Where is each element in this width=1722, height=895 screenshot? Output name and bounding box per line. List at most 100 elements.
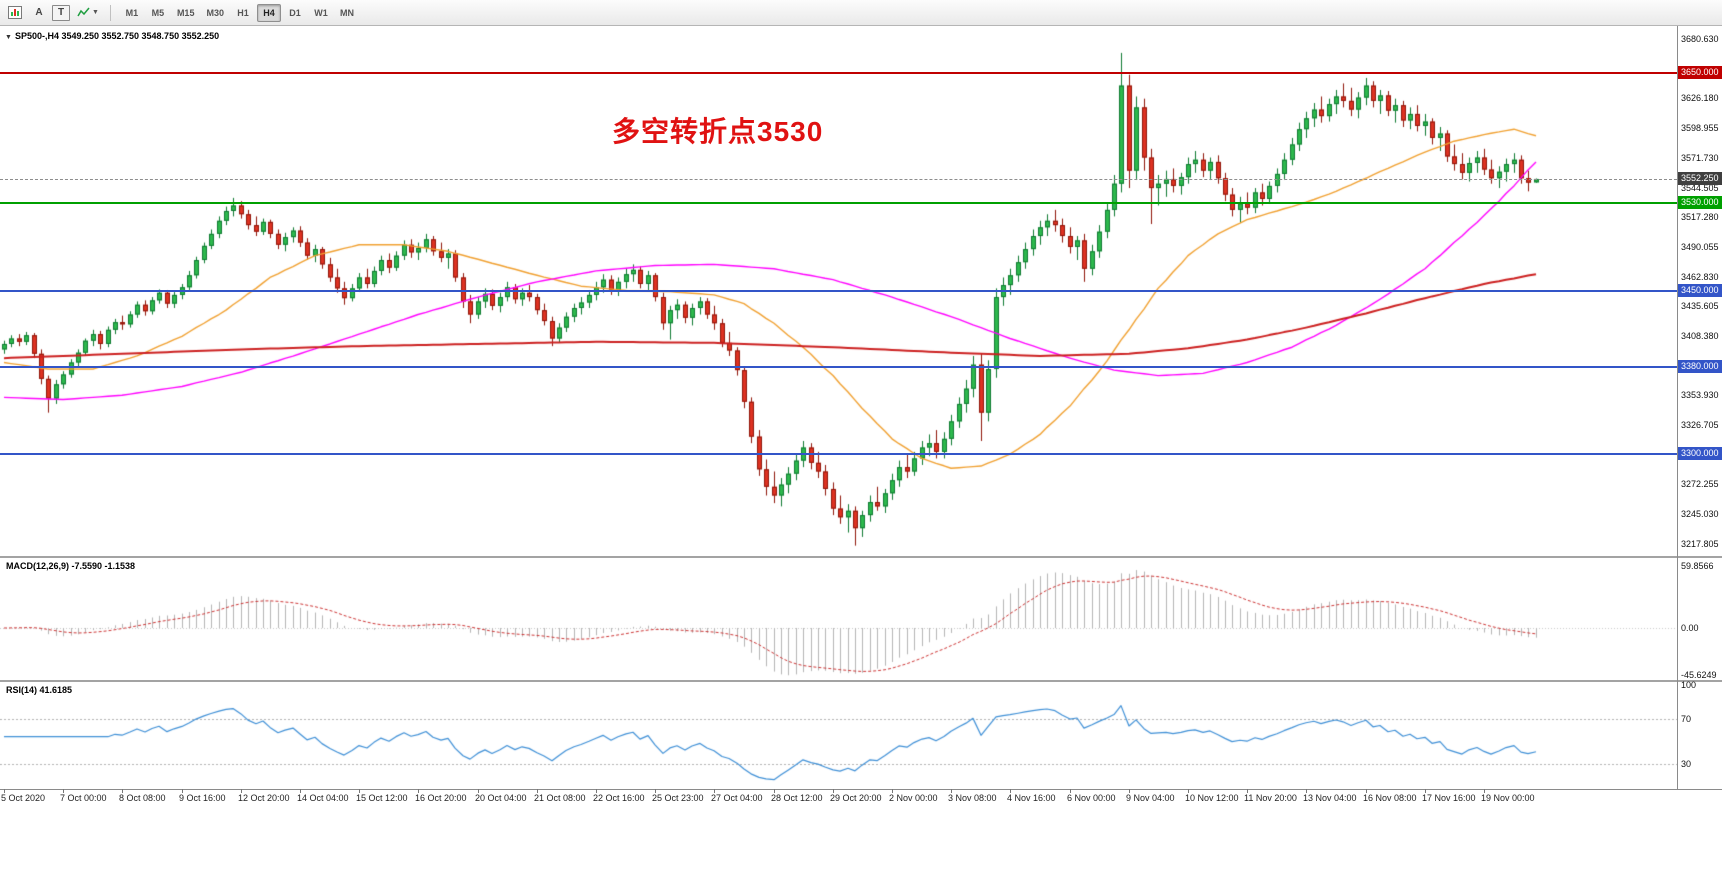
timeframe-button-D1[interactable]: D1 — [289, 7, 301, 18]
text-tool-button[interactable]: T — [52, 4, 70, 21]
macd-indicator-label: MACD(12,26,9) -7.5590 -1.1538 — [6, 561, 136, 571]
hline-3450.000[interactable] — [0, 289, 1677, 292]
time-axis-label: 16 Nov 08:00 — [1363, 793, 1417, 803]
time-axis-label: 14 Oct 04:00 — [297, 793, 349, 803]
time-axis-tick — [1366, 789, 1367, 793]
price-level-badge: 3530.000 — [1678, 196, 1722, 210]
hline-3300.000[interactable] — [0, 453, 1677, 456]
rsi-axis-label: 70 — [1681, 714, 1692, 724]
time-axis-tick — [418, 789, 419, 793]
time-axis-border — [0, 789, 1722, 790]
price-level-badge: 3300.000 — [1678, 447, 1722, 461]
price-axis-label: 3245.030 — [1681, 508, 1719, 519]
timeframe-button-H4[interactable]: H4 — [256, 3, 281, 22]
time-axis-tick — [892, 789, 893, 793]
indicators-dropdown-button[interactable]: ▼ — [73, 3, 103, 23]
price-axis-label: 3435.605 — [1681, 301, 1719, 312]
main-macd-splitter[interactable] — [0, 556, 1722, 558]
time-axis-tick — [241, 789, 242, 793]
annotation-tool-button[interactable]: A — [35, 7, 43, 18]
price-axis-label: 3544.505 — [1681, 182, 1719, 193]
time-axis-label: 11 Nov 20:00 — [1244, 793, 1297, 803]
rsi-axis-label: 30 — [1681, 759, 1692, 769]
chevron-down-icon: ▼ — [92, 9, 99, 16]
time-axis-tick — [655, 789, 656, 793]
current-price-line — [0, 179, 1677, 181]
price-axis-label: 3626.180 — [1681, 93, 1719, 104]
time-axis-tick — [1484, 789, 1485, 793]
price-axis-label: 3462.830 — [1681, 271, 1719, 282]
time-axis-label: 3 Nov 08:00 — [948, 793, 997, 803]
hline-3650.000[interactable] — [0, 71, 1677, 74]
timeframe-group: M1 M5 M15 M30 H1 H4 D1 W1 MN — [120, 3, 359, 22]
timeframe-button-M15[interactable]: M15 — [176, 7, 195, 18]
time-axis-label: 15 Oct 12:00 — [356, 793, 408, 803]
price-axis-label: 3490.055 — [1681, 241, 1719, 252]
time-axis-label: 13 Nov 04:00 — [1303, 793, 1357, 803]
timeframe-button-M1[interactable]: M1 — [125, 7, 139, 18]
time-axis-label: 6 Nov 00:00 — [1067, 793, 1116, 803]
time-axis-label: 9 Nov 04:00 — [1126, 793, 1175, 803]
current-price-badge: 3552.250 — [1678, 172, 1722, 186]
price-axis-border — [1677, 26, 1678, 790]
macd-panel-canvas[interactable] — [0, 558, 1677, 680]
toolbar: A T ▼ M1 M5 M15 M30 H1 H4 D1 W1 MN — [0, 0, 1722, 26]
macd-axis-label: 0.00 — [1681, 623, 1699, 633]
time-axis-label: 19 Nov 00:00 — [1481, 793, 1535, 803]
timeframe-button-H1[interactable]: H1 — [237, 7, 249, 18]
time-axis-label: 12 Oct 20:00 — [238, 793, 290, 803]
price-axis-label: 3217.805 — [1681, 538, 1719, 549]
rsi-panel-canvas[interactable] — [0, 682, 1677, 788]
time-axis-tick — [714, 789, 715, 793]
time-axis-tick — [182, 789, 183, 793]
time-axis-tick — [1070, 789, 1071, 793]
price-axis-label: 3680.630 — [1681, 34, 1719, 45]
chart-window-icon[interactable] — [4, 3, 26, 23]
timeframe-button-M30[interactable]: M30 — [206, 7, 224, 18]
time-axis-label: 25 Oct 23:00 — [652, 793, 704, 803]
time-axis-tick — [1247, 789, 1248, 793]
time-axis-label: 28 Oct 12:00 — [771, 793, 823, 803]
rsi-indicator-label: RSI(14) 41.6185 — [6, 685, 73, 695]
time-axis-tick — [478, 789, 479, 793]
price-axis-label: 3408.380 — [1681, 330, 1719, 341]
timeframe-button-M5[interactable]: M5 — [151, 7, 165, 18]
timeframe-button-MN[interactable]: MN — [339, 7, 354, 18]
chart-annotation[interactable]: 多空转折点3530 — [612, 116, 824, 147]
time-axis-label: 7 Oct 00:00 — [60, 793, 107, 803]
macd-rsi-splitter[interactable] — [0, 680, 1722, 682]
time-axis-label: 2 Nov 00:00 — [889, 793, 938, 803]
time-axis-label: 27 Oct 04:00 — [711, 793, 763, 803]
timeframe-button-W1[interactable]: W1 — [314, 7, 328, 18]
price-level-badge: 3650.000 — [1678, 65, 1722, 79]
time-axis-tick — [63, 789, 64, 793]
time-axis-tick — [774, 789, 775, 793]
time-axis-tick — [833, 789, 834, 793]
time-axis-tick — [1188, 789, 1189, 793]
indicator-zigzag-icon — [77, 7, 90, 16]
symbol-ohlc-readout: ▼ SP500-,H4 3549.250 3552.750 3548.750 35… — [5, 31, 219, 41]
price-axis-label: 3598.955 — [1681, 123, 1719, 134]
time-axis-tick — [122, 789, 123, 793]
time-axis-tick — [951, 789, 952, 793]
time-axis-label: 9 Oct 16:00 — [179, 793, 226, 803]
toolbar-separator — [109, 4, 111, 21]
time-axis-label: 8 Oct 08:00 — [119, 793, 166, 803]
mini-chart-icon — [8, 6, 22, 19]
price-axis-label: 3571.730 — [1681, 152, 1719, 163]
time-axis-label: 22 Oct 16:00 — [593, 793, 645, 803]
time-axis-tick — [4, 789, 5, 793]
hline-3380.000[interactable] — [0, 365, 1677, 368]
time-axis-label: 16 Oct 20:00 — [415, 793, 467, 803]
macd-axis-label: -45.6249 — [1681, 670, 1717, 681]
price-axis-label: 3353.930 — [1681, 390, 1719, 401]
hline-3530.000[interactable] — [0, 202, 1677, 205]
time-axis-label: 20 Oct 04:00 — [475, 793, 527, 803]
time-axis-tick — [359, 789, 360, 793]
symbol-marker-icon: ▼ — [5, 34, 12, 41]
price-axis-label: 3517.280 — [1681, 212, 1719, 223]
time-axis-tick — [1010, 789, 1011, 793]
time-axis-label: 10 Nov 12:00 — [1185, 793, 1239, 803]
macd-axis-label: 59.8566 — [1681, 561, 1714, 571]
time-axis-label: 4 Nov 16:00 — [1007, 793, 1056, 803]
